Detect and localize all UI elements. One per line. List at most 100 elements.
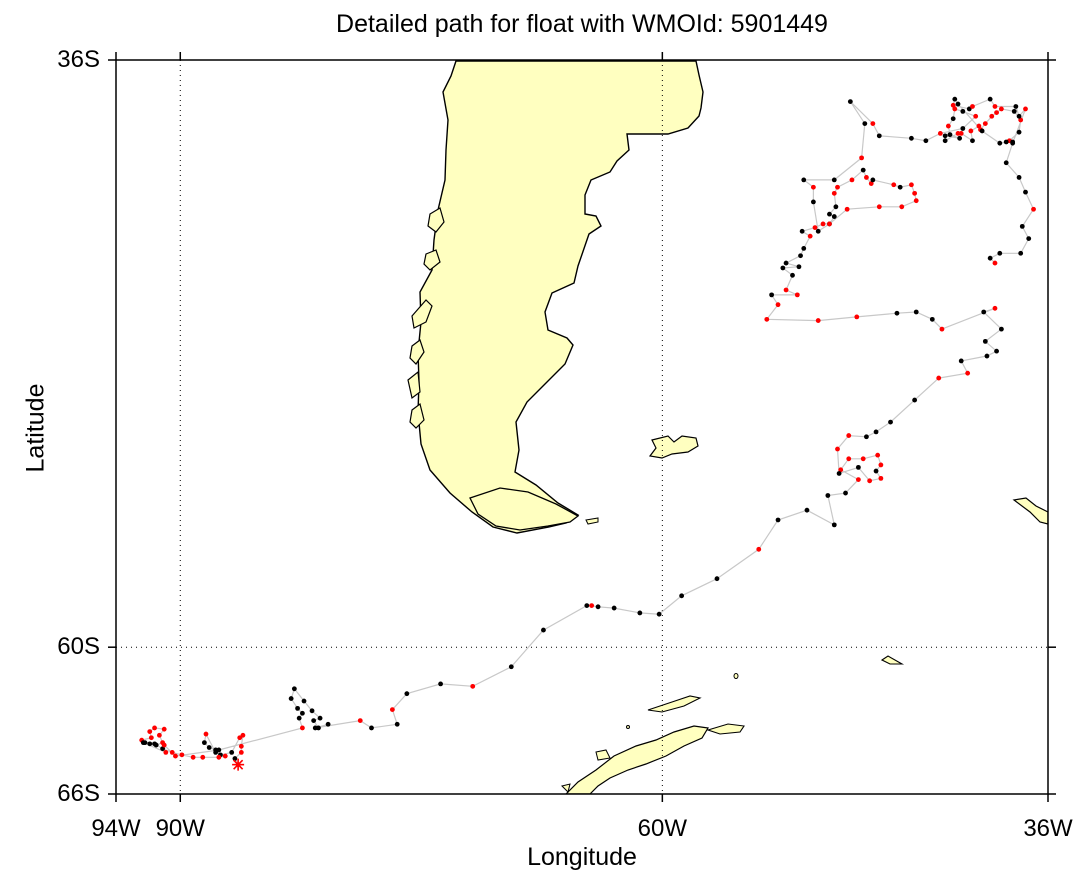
position-point xyxy=(999,326,1004,332)
plot-title: Detailed path for float with WMOId: 5901… xyxy=(336,10,828,38)
position-point xyxy=(859,155,864,161)
position-point xyxy=(148,735,154,741)
land-islet-b xyxy=(626,725,630,729)
position-point xyxy=(216,747,222,753)
position-point xyxy=(958,358,964,364)
position-point xyxy=(541,627,546,633)
position-point xyxy=(815,318,821,323)
position-point xyxy=(1003,160,1009,166)
position-point xyxy=(404,691,410,697)
position-point xyxy=(867,478,873,484)
land-south-orkney xyxy=(880,655,905,665)
position-point xyxy=(827,211,832,217)
position-point xyxy=(394,721,400,727)
position-point xyxy=(714,576,720,582)
position-point xyxy=(899,204,905,210)
land-south-shetlands-b xyxy=(706,723,745,735)
position-point xyxy=(864,175,869,180)
position-point xyxy=(807,233,813,239)
x-tick-label: 36W xyxy=(1023,815,1073,842)
position-point xyxy=(238,750,244,755)
position-point xyxy=(369,725,374,731)
position-point xyxy=(222,753,228,759)
position-point xyxy=(876,204,882,210)
position-point xyxy=(295,705,300,711)
position-point xyxy=(952,106,958,112)
position-point xyxy=(873,429,879,435)
position-point xyxy=(783,260,789,266)
position-point xyxy=(868,181,874,186)
position-point xyxy=(957,135,963,141)
position-point xyxy=(960,108,966,114)
position-point xyxy=(942,133,948,139)
position-point xyxy=(936,375,942,381)
position-point xyxy=(309,708,315,714)
position-point xyxy=(301,698,307,704)
position-point xyxy=(798,253,803,259)
position-point xyxy=(999,106,1004,112)
position-point xyxy=(1018,250,1024,256)
axis-ticks xyxy=(108,52,1056,802)
position-point xyxy=(909,182,914,188)
land-peninsula-islet-a xyxy=(595,749,611,761)
position-point xyxy=(810,199,816,205)
y-tick-label: 36S xyxy=(57,46,100,73)
land-south-georgia xyxy=(1012,497,1048,525)
position-point xyxy=(987,255,993,261)
position-point xyxy=(831,214,837,219)
x-tick-label: 94W xyxy=(91,815,141,842)
position-point xyxy=(878,475,884,481)
position-point xyxy=(860,167,866,173)
position-point xyxy=(756,546,762,552)
position-point xyxy=(147,729,153,735)
land-chile-island-e xyxy=(407,370,421,400)
position-point xyxy=(810,184,816,190)
position-point xyxy=(979,128,985,134)
position-point xyxy=(1023,106,1028,112)
position-point xyxy=(945,123,951,129)
position-point xyxy=(876,133,882,139)
position-point xyxy=(291,686,297,692)
position-point xyxy=(982,121,988,127)
position-point xyxy=(775,302,781,308)
position-point xyxy=(909,135,914,141)
position-point xyxy=(237,735,243,741)
position-point xyxy=(838,467,844,473)
position-point xyxy=(161,742,167,748)
position-point xyxy=(992,104,998,109)
x-tick-label: 90W xyxy=(155,815,205,842)
position-point xyxy=(947,132,953,138)
x-axis-label: Longitude xyxy=(527,843,637,871)
position-point xyxy=(958,131,964,136)
position-point xyxy=(875,452,881,458)
position-point xyxy=(976,123,982,129)
plot-frame xyxy=(115,59,1049,795)
position-point xyxy=(1016,129,1022,135)
position-point xyxy=(982,338,988,344)
x-tick-label: 60W xyxy=(637,815,688,842)
position-point xyxy=(846,456,852,462)
position-point xyxy=(801,177,807,183)
position-point xyxy=(312,725,318,731)
position-point xyxy=(835,184,840,190)
position-point xyxy=(1003,139,1009,145)
position-point xyxy=(831,190,837,196)
position-point xyxy=(300,725,305,731)
position-point xyxy=(955,101,961,107)
position-point xyxy=(929,316,935,322)
position-point xyxy=(160,746,166,752)
position-point xyxy=(965,370,971,376)
position-point xyxy=(1016,175,1022,180)
position-point xyxy=(864,434,869,440)
position-point xyxy=(190,754,196,760)
position-point xyxy=(1016,113,1022,119)
position-point xyxy=(1026,236,1032,242)
position-point xyxy=(831,522,837,528)
position-point xyxy=(1019,223,1025,229)
position-point xyxy=(656,611,662,617)
position-point xyxy=(987,96,993,102)
position-point xyxy=(984,353,990,359)
land-tierra-del-fuego xyxy=(469,487,580,531)
position-point xyxy=(173,753,178,759)
